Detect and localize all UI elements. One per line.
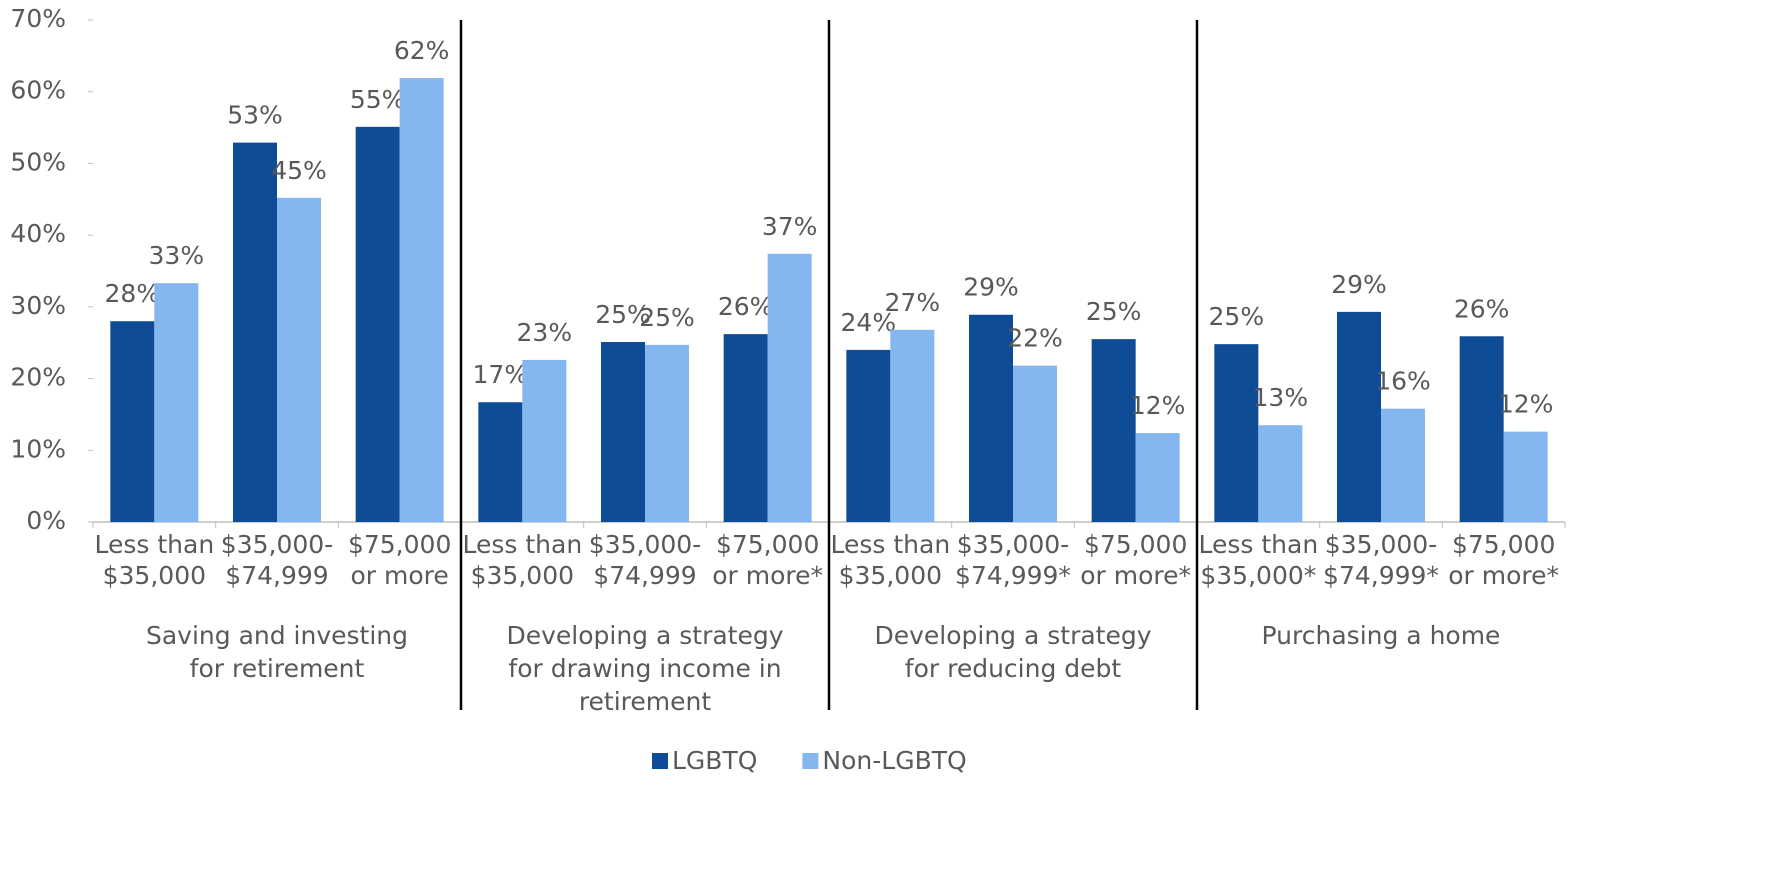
bar xyxy=(767,253,812,522)
group-label: for drawing income in xyxy=(508,654,781,683)
x-tick-label: $35,000- xyxy=(957,530,1069,559)
x-tick-label: or more* xyxy=(1080,561,1191,590)
data-label: 37% xyxy=(762,212,818,241)
bar xyxy=(277,197,321,522)
x-tick-label: Less than xyxy=(94,530,214,559)
data-label: 13% xyxy=(1253,383,1309,412)
bar xyxy=(723,334,768,522)
bar xyxy=(110,321,155,522)
x-tick-label: or more* xyxy=(1448,561,1559,590)
group-label: for reducing debt xyxy=(905,654,1122,683)
data-label: 25% xyxy=(1209,302,1265,331)
x-tick-label: $35,000* xyxy=(1200,561,1316,590)
bar xyxy=(645,344,689,522)
x-tick-label: $35,000 xyxy=(103,561,206,590)
y-tick-label: 0% xyxy=(26,506,66,535)
x-tick-label: $75,000 xyxy=(1084,530,1187,559)
data-label: 17% xyxy=(473,360,529,389)
bar xyxy=(890,329,935,522)
data-label: 25% xyxy=(639,303,695,332)
data-label: 23% xyxy=(517,318,573,347)
x-tick-label: Less than xyxy=(830,530,950,559)
bar xyxy=(1013,365,1057,522)
x-tick-label: $35,000 xyxy=(839,561,942,590)
y-tick-label: 30% xyxy=(10,291,66,320)
x-tick-label: $74,999 xyxy=(225,561,328,590)
x-tick-label: $75,000 xyxy=(348,530,451,559)
x-tick-label: $74,999* xyxy=(1323,561,1439,590)
data-label: 22% xyxy=(1007,324,1063,353)
data-label: 12% xyxy=(1130,391,1186,420)
bar xyxy=(154,283,199,522)
bar xyxy=(233,142,277,523)
data-label: 45% xyxy=(271,156,327,185)
data-label: 29% xyxy=(963,273,1019,302)
x-tick-label: Less than xyxy=(1198,530,1318,559)
x-tick-label: $74,999 xyxy=(593,561,696,590)
bar xyxy=(399,78,444,523)
group-label: for retirement xyxy=(190,654,365,683)
group-label: Developing a strategy xyxy=(506,621,783,650)
group-label: retirement xyxy=(579,687,712,716)
data-label: 33% xyxy=(149,241,205,270)
x-tick-label: or more xyxy=(351,561,449,590)
legend-label: Non-LGBTQ xyxy=(822,746,966,775)
x-tick-label: $35,000- xyxy=(589,530,701,559)
bar xyxy=(1503,431,1548,522)
y-tick-label: 50% xyxy=(10,147,66,176)
group-label: Purchasing a home xyxy=(1262,621,1501,650)
data-label: 29% xyxy=(1331,270,1387,299)
data-label: 27% xyxy=(885,288,941,317)
data-label: 24% xyxy=(841,308,897,337)
bar xyxy=(1135,433,1180,522)
y-tick-label: 60% xyxy=(10,76,66,105)
data-label: 53% xyxy=(227,101,283,130)
bar xyxy=(1381,408,1425,522)
data-label: 55% xyxy=(350,85,406,114)
data-label: 26% xyxy=(1454,294,1510,323)
data-label: 25% xyxy=(595,300,651,329)
group-label: Saving and investing xyxy=(146,621,408,650)
data-label: 26% xyxy=(718,292,774,321)
bar xyxy=(846,349,891,522)
y-tick-label: 40% xyxy=(10,219,66,248)
bar xyxy=(1091,339,1136,522)
bar xyxy=(601,341,645,522)
y-tick-label: 10% xyxy=(10,434,66,463)
x-tick-label: $35,000- xyxy=(221,530,333,559)
group-label: Developing a strategy xyxy=(874,621,1151,650)
bar xyxy=(1214,344,1259,522)
data-label: 28% xyxy=(105,279,161,308)
bar xyxy=(1459,336,1504,522)
data-label: 16% xyxy=(1375,367,1431,396)
legend-label: LGBTQ xyxy=(672,746,757,775)
data-label: 12% xyxy=(1498,390,1554,419)
x-tick-label: $35,000- xyxy=(1325,530,1437,559)
x-tick-label: $74,999* xyxy=(955,561,1071,590)
bar xyxy=(522,359,567,522)
legend-swatch xyxy=(652,753,668,769)
data-label: 62% xyxy=(394,36,450,65)
bar xyxy=(478,402,523,522)
bar xyxy=(1258,425,1303,522)
x-tick-label: $75,000 xyxy=(716,530,819,559)
y-tick-label: 20% xyxy=(10,363,66,392)
x-tick-label: Less than xyxy=(462,530,582,559)
x-tick-label: or more* xyxy=(712,561,823,590)
legend-swatch xyxy=(802,753,819,769)
bar xyxy=(355,126,400,523)
bar xyxy=(969,314,1013,522)
y-tick-label: 70% xyxy=(10,4,66,33)
bar xyxy=(1337,311,1381,522)
x-tick-label: $75,000 xyxy=(1452,530,1555,559)
x-tick-label: $35,000 xyxy=(471,561,574,590)
data-label: 25% xyxy=(1086,297,1142,326)
